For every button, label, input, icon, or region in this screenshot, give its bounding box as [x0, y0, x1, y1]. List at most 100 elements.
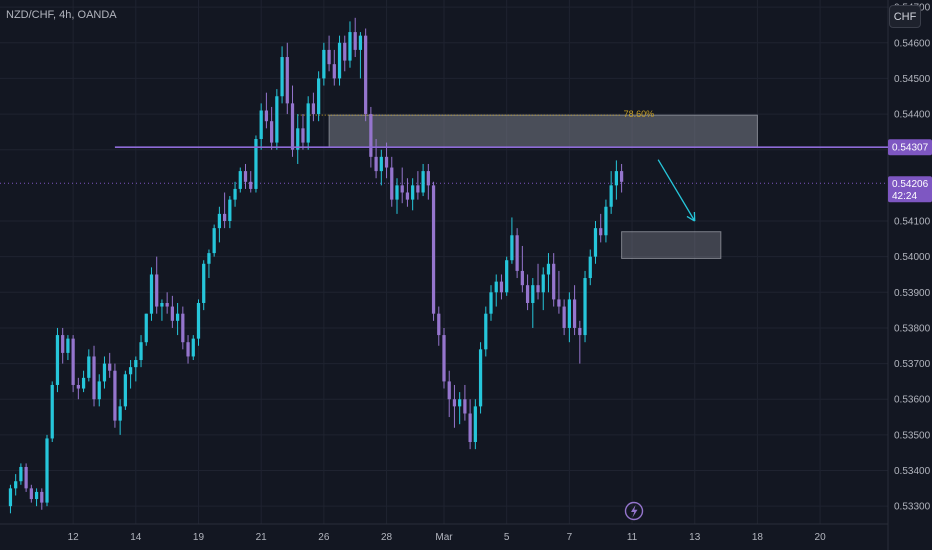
candle-body [233, 188, 237, 200]
candle-body [290, 103, 295, 150]
candle-body [40, 491, 44, 503]
candle-body [275, 96, 279, 143]
candle-body [468, 413, 472, 443]
candle-body [123, 374, 127, 407]
candle-body [593, 228, 598, 257]
candle-body [353, 32, 357, 50]
candle-body [405, 192, 410, 200]
candle-body [243, 171, 248, 182]
x-tick-label: 12 [68, 532, 80, 543]
y-tick-label: 0.53900 [894, 288, 931, 299]
x-tick-label: 18 [752, 532, 764, 543]
candle-body [343, 42, 347, 61]
candle-body [306, 103, 310, 143]
candle-body [50, 384, 54, 439]
candle-body [494, 281, 498, 293]
candle-body [196, 302, 201, 339]
x-tick-label: 21 [256, 532, 268, 543]
candle-body [14, 481, 18, 489]
y-tick-label: 0.53500 [894, 430, 931, 441]
candle-body [478, 349, 483, 407]
candle-body [181, 313, 185, 343]
candle-body [604, 206, 608, 236]
candle-body [97, 381, 101, 400]
chart-grid [0, 0, 889, 550]
candle-body [212, 228, 216, 254]
candle-body [515, 235, 519, 271]
candle-body [421, 171, 425, 193]
currency-button[interactable]: CHF [889, 5, 921, 28]
candle-body [108, 363, 112, 371]
arrow-head [686, 215, 696, 222]
level-price-label: 0.54307 [892, 143, 929, 154]
candle-body [400, 185, 404, 193]
candle-body [217, 213, 222, 229]
candle-body [364, 35, 368, 115]
y-tick-label: 0.54400 [894, 110, 931, 121]
candle-body [175, 313, 180, 321]
candle-body [249, 181, 253, 189]
candle-body [332, 64, 336, 79]
candle-body [45, 438, 49, 503]
candle-body [510, 235, 514, 261]
candle-body [29, 488, 33, 500]
candle-body [609, 185, 613, 207]
candle-body [144, 313, 148, 343]
x-tick-label: 11 [627, 532, 638, 543]
candle-body [264, 110, 269, 122]
y-tick-label: 0.53300 [894, 502, 931, 513]
candle-body [222, 213, 227, 222]
x-tick-label: Mar [435, 532, 453, 543]
candle-body [118, 406, 122, 421]
candle-body [61, 335, 65, 353]
candle-body [572, 299, 577, 328]
y-tick-label: 0.54500 [894, 74, 931, 85]
candle-body [186, 342, 190, 357]
annotation-layer: 78.60% [114, 109, 888, 222]
candle-body [374, 156, 378, 172]
candle-body [259, 110, 263, 140]
candle-body [599, 228, 603, 236]
candle-body [583, 278, 587, 336]
candle-body [66, 338, 70, 353]
candle-body [552, 263, 556, 300]
candle-body [452, 399, 457, 407]
candle-body [102, 363, 107, 382]
candle-body [128, 367, 133, 375]
x-tick-label: 20 [815, 532, 827, 543]
candle-body [155, 274, 159, 307]
candle-body [390, 167, 394, 200]
candle-body [484, 313, 488, 350]
candle-body [337, 42, 342, 79]
candle-body [55, 335, 60, 385]
candle-body [8, 488, 13, 507]
y-tick-label: 0.53800 [894, 323, 931, 334]
x-tick-label: 14 [130, 532, 142, 543]
candle-body [463, 399, 467, 414]
candle-body [24, 466, 28, 489]
lightning-icon[interactable] [624, 501, 644, 521]
candle-body [191, 338, 195, 357]
candle-body [202, 263, 206, 303]
candle-body [238, 171, 242, 189]
candle-body [614, 171, 618, 186]
x-tick-label: 5 [504, 532, 510, 543]
candle-body [92, 356, 96, 400]
candle-body [619, 171, 624, 182]
candle-body [505, 260, 509, 293]
candle-body [170, 306, 174, 321]
y-tick-label: 0.54600 [894, 38, 931, 49]
candle-body [358, 35, 363, 50]
candle-body [81, 377, 86, 389]
x-tick-label: 7 [567, 532, 573, 543]
drawings-layer [0, 114, 888, 259]
time-axis[interactable]: 12 14 19 21 26 28 Mar 5 7 11 13 18 20 [68, 532, 827, 543]
candle-body [557, 299, 561, 307]
price-axis[interactable]: 0.547000.546000.545000.544000.543000.541… [894, 3, 931, 513]
candle-body [442, 335, 446, 382]
candle-body [311, 103, 316, 115]
candle-body [531, 285, 535, 303]
candle-body [270, 121, 274, 143]
